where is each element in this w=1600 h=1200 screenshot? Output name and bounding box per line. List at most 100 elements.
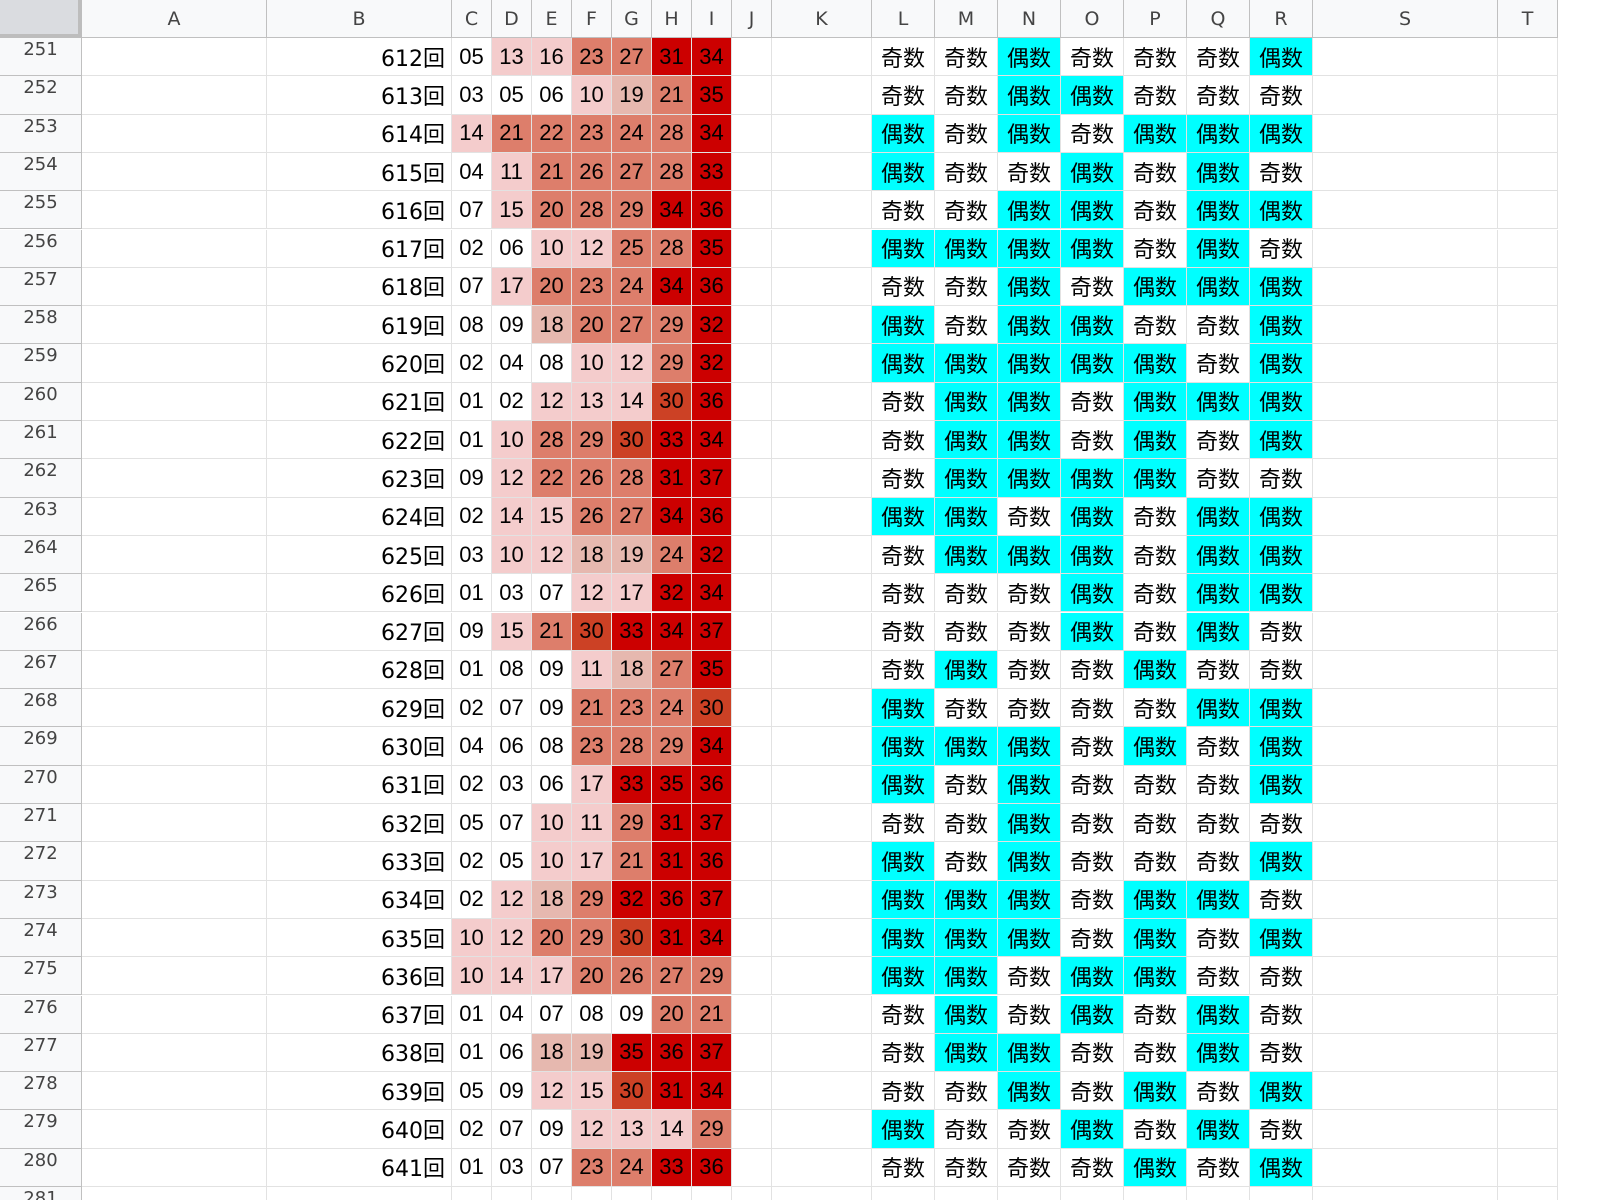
parity-even-cell[interactable]: 偶数: [998, 306, 1061, 345]
number-cell[interactable]: 28: [652, 229, 692, 268]
number-cell[interactable]: 34: [652, 497, 692, 536]
empty-cell[interactable]: [1187, 1187, 1250, 1200]
cell-s[interactable]: [1313, 497, 1498, 536]
parity-even-cell[interactable]: 偶数: [872, 152, 935, 192]
parity-odd-cell[interactable]: 奇数: [935, 765, 998, 804]
parity-even-cell[interactable]: 偶数: [1061, 76, 1124, 115]
number-cell[interactable]: 07: [532, 1148, 572, 1187]
number-cell[interactable]: 36: [692, 765, 732, 804]
parity-odd-cell[interactable]: 奇数: [1124, 574, 1187, 613]
cell-t[interactable]: [1498, 38, 1558, 77]
number-cell[interactable]: 01: [452, 995, 492, 1034]
parity-odd-cell[interactable]: 奇数: [935, 152, 998, 192]
row-header[interactable]: 264: [0, 535, 82, 575]
parity-even-cell[interactable]: 偶数: [935, 382, 998, 421]
parity-even-cell[interactable]: 偶数: [1250, 727, 1313, 766]
cell-j[interactable]: [732, 689, 772, 728]
draw-number-cell[interactable]: 630回: [267, 727, 452, 766]
cell-t[interactable]: [1498, 421, 1558, 460]
number-cell[interactable]: 34: [692, 38, 732, 77]
number-cell[interactable]: 12: [612, 344, 652, 383]
number-cell[interactable]: 22: [532, 114, 572, 153]
column-header-q[interactable]: Q: [1187, 0, 1250, 38]
row-header[interactable]: 269: [0, 727, 82, 766]
draw-number-cell[interactable]: 639回: [267, 1072, 452, 1111]
number-cell[interactable]: 07: [492, 804, 532, 843]
cell-t[interactable]: [1498, 267, 1558, 307]
parity-odd-cell[interactable]: 奇数: [935, 689, 998, 728]
number-cell[interactable]: 15: [572, 1072, 612, 1111]
cell-t[interactable]: [1498, 497, 1558, 536]
parity-odd-cell[interactable]: 奇数: [998, 957, 1061, 996]
number-cell[interactable]: 23: [572, 727, 612, 766]
number-cell[interactable]: 03: [492, 765, 532, 804]
number-cell[interactable]: 17: [532, 957, 572, 996]
parity-even-cell[interactable]: 偶数: [872, 842, 935, 881]
number-cell[interactable]: 02: [452, 765, 492, 804]
cell-j[interactable]: [732, 306, 772, 345]
parity-even-cell[interactable]: 偶数: [1061, 497, 1124, 536]
cell-t[interactable]: [1498, 765, 1558, 804]
number-cell[interactable]: 29: [572, 880, 612, 919]
cell-s[interactable]: [1313, 957, 1498, 996]
row-header[interactable]: 270: [0, 765, 82, 804]
draw-number-cell[interactable]: 638回: [267, 1033, 452, 1073]
number-cell[interactable]: 34: [692, 918, 732, 958]
cell-k[interactable]: [772, 1033, 872, 1073]
number-cell[interactable]: 29: [572, 918, 612, 958]
number-cell[interactable]: 04: [492, 344, 532, 383]
number-cell[interactable]: 12: [572, 1110, 612, 1149]
cell-t[interactable]: [1498, 114, 1558, 153]
cell-s[interactable]: [1313, 267, 1498, 307]
number-cell[interactable]: 03: [452, 535, 492, 575]
parity-even-cell[interactable]: 偶数: [935, 344, 998, 383]
row-header[interactable]: 268: [0, 689, 82, 728]
parity-odd-cell[interactable]: 奇数: [998, 612, 1061, 651]
column-header-c[interactable]: C: [452, 0, 492, 38]
number-cell[interactable]: 21: [572, 689, 612, 728]
cell-s[interactable]: [1313, 650, 1498, 690]
number-cell[interactable]: 12: [572, 229, 612, 268]
draw-number-cell[interactable]: 626回: [267, 574, 452, 613]
cell-j[interactable]: [732, 344, 772, 383]
parity-odd-cell[interactable]: 奇数: [872, 267, 935, 307]
number-cell[interactable]: 06: [492, 229, 532, 268]
cell-a[interactable]: [82, 114, 267, 153]
number-cell[interactable]: 10: [452, 918, 492, 958]
number-cell[interactable]: 30: [692, 689, 732, 728]
parity-even-cell[interactable]: 偶数: [1124, 1148, 1187, 1187]
empty-cell[interactable]: [267, 1187, 452, 1200]
number-cell[interactable]: 12: [532, 535, 572, 575]
parity-odd-cell[interactable]: 奇数: [998, 650, 1061, 690]
parity-even-cell[interactable]: 偶数: [998, 1033, 1061, 1073]
number-cell[interactable]: 31: [652, 918, 692, 958]
number-cell[interactable]: 34: [692, 727, 732, 766]
column-header-o[interactable]: O: [1061, 0, 1124, 38]
number-cell[interactable]: 10: [532, 229, 572, 268]
cell-k[interactable]: [772, 1072, 872, 1111]
number-cell[interactable]: 12: [532, 1072, 572, 1111]
row-header[interactable]: 273: [0, 880, 82, 919]
parity-odd-cell[interactable]: 奇数: [935, 1110, 998, 1149]
draw-number-cell[interactable]: 613回: [267, 76, 452, 115]
parity-even-cell[interactable]: 偶数: [872, 229, 935, 268]
number-cell[interactable]: 12: [492, 459, 532, 498]
draw-number-cell[interactable]: 635回: [267, 918, 452, 958]
cell-k[interactable]: [772, 574, 872, 613]
number-cell[interactable]: 12: [532, 382, 572, 421]
number-cell[interactable]: 36: [692, 191, 732, 230]
parity-odd-cell[interactable]: 奇数: [1187, 957, 1250, 996]
column-header-e[interactable]: E: [532, 0, 572, 38]
parity-odd-cell[interactable]: 奇数: [1250, 957, 1313, 996]
cell-k[interactable]: [772, 535, 872, 575]
cell-j[interactable]: [732, 880, 772, 919]
number-cell[interactable]: 17: [572, 842, 612, 881]
number-cell[interactable]: 26: [572, 459, 612, 498]
draw-number-cell[interactable]: 617回: [267, 229, 452, 268]
parity-odd-cell[interactable]: 奇数: [1124, 38, 1187, 77]
parity-even-cell[interactable]: 偶数: [1187, 689, 1250, 728]
parity-even-cell[interactable]: 偶数: [998, 842, 1061, 881]
number-cell[interactable]: 35: [652, 765, 692, 804]
cell-t[interactable]: [1498, 1110, 1558, 1149]
number-cell[interactable]: 24: [612, 1148, 652, 1187]
